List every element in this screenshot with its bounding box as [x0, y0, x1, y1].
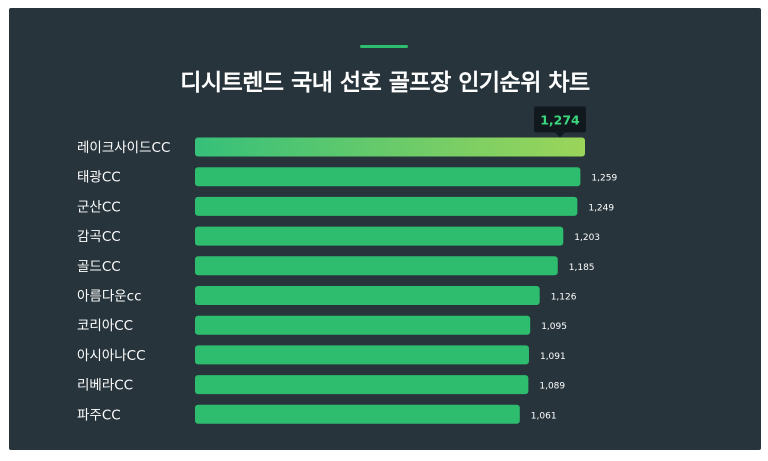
category-label: 파주CC [77, 407, 121, 423]
bar [195, 315, 531, 335]
category-label: 골드CC [77, 259, 121, 275]
category-label: 코리아CC [77, 318, 133, 334]
value-label: 1,203 [574, 233, 600, 243]
bar [195, 196, 578, 216]
category-label: 감곡CC [77, 229, 121, 245]
value-label: 1,126 [551, 293, 577, 303]
value-label: 1,061 [531, 411, 557, 421]
chart-panel: 디시트렌드 국내 선호 골프장 인기순위 차트 레이크사이드CC 1,274 태광C… [9, 8, 761, 450]
category-label: 리베라CC [77, 378, 133, 394]
category-label: 태광CC [77, 170, 121, 186]
chart-title: 디시트렌드 국내 선호 골프장 인기순위 차트 [180, 70, 590, 96]
bar [195, 286, 540, 305]
bar [195, 226, 564, 246]
category-label: 군산CC [77, 199, 121, 215]
bar [195, 345, 529, 365]
value-label: 1,274 [540, 113, 580, 128]
value-label: 1,259 [591, 174, 617, 184]
bar [195, 375, 529, 395]
bar [195, 256, 558, 276]
bar [195, 137, 585, 157]
bar-chart: 레이크사이드CC 1,274 태광CC 1,259 군산CC 1,249 감곡CC 1,203… [77, 106, 617, 424]
value-label: 1,089 [539, 382, 565, 392]
title-accent-line [360, 45, 408, 48]
bar [195, 404, 520, 424]
value-label: 1,185 [569, 263, 595, 273]
value-callout [534, 106, 586, 133]
value-callout-pointer [555, 132, 565, 138]
value-label: 1,095 [541, 322, 567, 332]
category-label: 아시아나CC [77, 348, 146, 364]
category-label: 레이크사이드CC [77, 140, 170, 156]
value-label: 1,249 [588, 203, 614, 213]
value-label: 1,091 [540, 352, 566, 362]
category-label: 아름다운cc [77, 289, 142, 305]
bar [195, 167, 581, 187]
